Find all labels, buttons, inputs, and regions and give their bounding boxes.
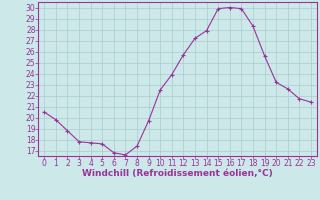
X-axis label: Windchill (Refroidissement éolien,°C): Windchill (Refroidissement éolien,°C) xyxy=(82,169,273,178)
